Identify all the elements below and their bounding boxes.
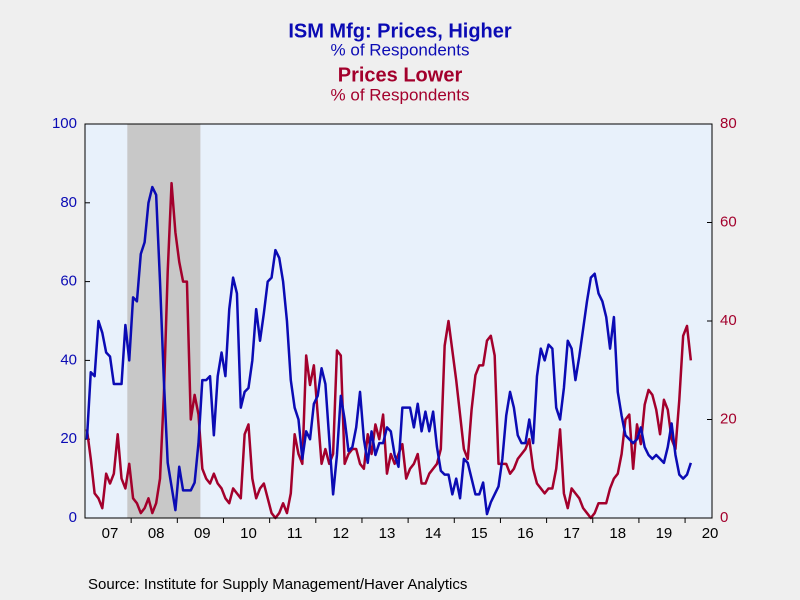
x-tick-label: 13 <box>379 525 396 542</box>
y2-tick-label: 40 <box>720 312 737 329</box>
x-tick-label: 15 <box>471 525 488 542</box>
title-higher: ISM Mfg: Prices, Higher <box>288 20 512 42</box>
x-tick-label: 20 <box>702 525 719 542</box>
plot-frame <box>84 123 713 519</box>
x-tick-label: 12 <box>332 525 349 542</box>
y2-tick-label: 60 <box>720 213 737 230</box>
y2-tick-label: 0 <box>720 509 728 526</box>
y2-tick-label: 80 <box>720 115 737 132</box>
recession-shading <box>127 124 201 518</box>
x-tick-label: 19 <box>656 525 673 542</box>
series-line <box>85 185 693 516</box>
series-line <box>85 181 693 520</box>
y-tick-label: 0 <box>69 509 77 526</box>
x-tick-label: 14 <box>425 525 442 542</box>
y-tick-label: 100 <box>52 115 77 132</box>
x-tick-label: 16 <box>517 525 534 542</box>
y-tick-label: 40 <box>60 351 77 368</box>
y-tick-label: 80 <box>60 194 77 211</box>
x-tick-label: 11 <box>287 525 303 542</box>
x-tick-label: 09 <box>194 525 211 542</box>
title-lower: Prices Lower <box>338 64 463 86</box>
x-tick-label: 08 <box>148 525 165 542</box>
x-tick-label: 17 <box>563 525 580 542</box>
x-tick-label: 07 <box>102 525 119 542</box>
y-tick-label: 20 <box>60 430 77 447</box>
x-tick-label: 10 <box>240 525 257 542</box>
source: Source: Institute for Supply Management/… <box>88 576 467 593</box>
y-tick-label: 60 <box>60 273 77 290</box>
x-tick-label: 18 <box>609 525 626 542</box>
subtitle-higher: % of Respondents <box>331 40 470 59</box>
y2-tick-label: 20 <box>720 410 737 427</box>
subtitle-lower: % of Respondents <box>331 85 470 104</box>
